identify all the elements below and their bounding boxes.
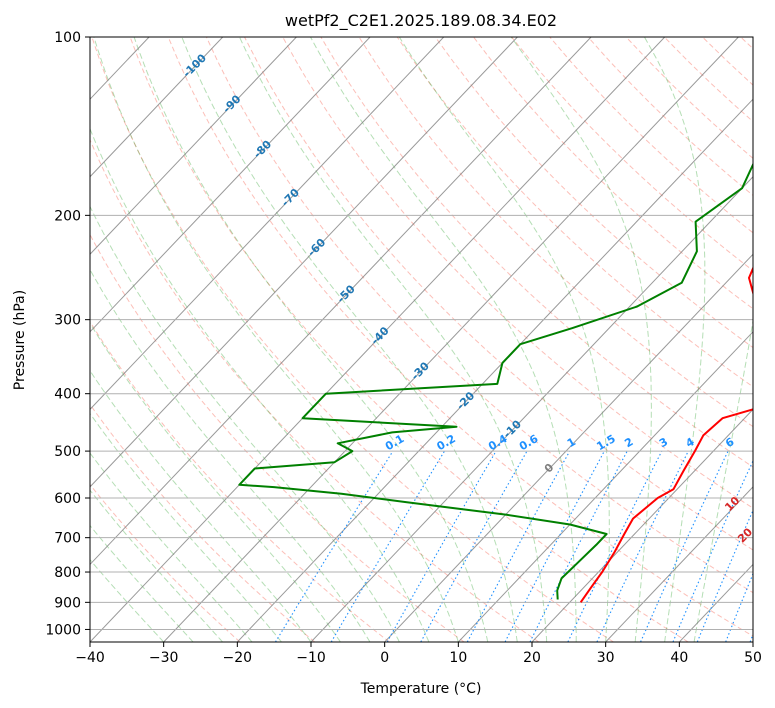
x-tick-label: −30 (149, 650, 179, 666)
isotherm-line (236, 98, 753, 642)
x-tick-label: 50 (744, 650, 762, 666)
isotherm-line (605, 486, 753, 642)
y-tick-label: 200 (54, 208, 81, 224)
y-tick-label: 300 (54, 313, 81, 329)
moist-adiabat-line (239, 37, 548, 642)
moist-adiabat-line (510, 37, 652, 642)
mixing-ratio-label: 8 (753, 435, 766, 450)
y-tick-label: 800 (54, 565, 81, 581)
isotherm-line (90, 37, 224, 178)
isotherm-line (90, 37, 518, 488)
dry-adiabat-line (91, 37, 614, 642)
moist-adiabat-line (643, 37, 706, 642)
isotherm-line (90, 37, 445, 411)
dewpoint-profile-line (238, 162, 753, 600)
x-tick-label: 40 (670, 650, 688, 666)
y-axis: 100 200 300 400 500 600 700 800 900 1000 (45, 30, 90, 638)
dry-adiabat-line (282, 37, 753, 509)
moist-adiabat-line (90, 558, 165, 642)
isotherm-line (310, 176, 753, 642)
y-axis-label: Pressure (hPa) (12, 290, 28, 390)
moist-adiabat-line (90, 489, 223, 642)
moist-adiabat-line (310, 37, 577, 642)
x-tick-label: 0 (380, 650, 389, 666)
x-tick-label: −20 (223, 650, 253, 666)
chart-title: wetPf2_C2E1.2025.189.08.34.E02 (285, 11, 557, 31)
mixing-ratio-line (725, 572, 753, 642)
y-tick-label: 100 (54, 30, 81, 46)
isotherm-line (90, 37, 666, 642)
mixing-ratio-line (749, 632, 753, 642)
mixing-ratio-line (275, 450, 394, 642)
y-tick-label: 900 (54, 595, 81, 611)
x-tick-label: 30 (597, 650, 615, 666)
dry-adiabat-line (167, 37, 753, 637)
isotherm-line (0, 37, 2, 642)
dry-adiabat-line (320, 37, 753, 468)
mixing-ratio-line (672, 459, 753, 642)
isotherm-line (163, 37, 739, 642)
moist-adiabat-line (693, 317, 753, 642)
x-axis-label: Temperature (°C) (360, 681, 482, 697)
dry-adiabat-line (396, 37, 753, 388)
y-tick-label: 700 (54, 531, 81, 547)
mixing-ratio-line (696, 509, 753, 642)
y-tick-label: 600 (54, 491, 81, 507)
dry-adiabat-line (90, 138, 540, 642)
isotherm-line (457, 331, 753, 642)
moist-adiabat-line (90, 268, 371, 642)
mixing-ratio-line (567, 450, 663, 642)
x-axis: −40 −30 −20 −10 0 10 20 30 40 50 (75, 642, 762, 666)
mixing-ratio-line (466, 450, 571, 642)
moist-adiabat-line (90, 322, 341, 642)
moist-adiabat-line (93, 37, 459, 642)
dry-adiabat-line (358, 37, 753, 428)
isotherm-line (90, 37, 297, 256)
pressure-grid (90, 37, 753, 630)
isotherm-line (531, 408, 753, 642)
moist-adiabat-line (398, 37, 610, 642)
dry-adiabat-line (244, 37, 753, 551)
x-tick-label: 10 (449, 650, 467, 666)
y-tick-label: 500 (54, 444, 81, 460)
isotherm-line (384, 253, 753, 642)
moist-adiabat-line (90, 524, 194, 642)
moist-adiabat-line (90, 205, 400, 642)
dry-adiabat-line (90, 403, 316, 642)
isotherm-line (752, 641, 753, 642)
dry-adiabat-line (205, 37, 753, 594)
mixing-ratio-line (529, 450, 628, 642)
moist-adiabat-line (181, 37, 518, 642)
dry-adiabat-line (90, 320, 390, 642)
plot-frame (89, 36, 754, 643)
y-tick-label: 1000 (45, 622, 81, 638)
mixing-ratio-label: 10 (772, 433, 775, 452)
dry-adiabat-line (473, 37, 753, 310)
moist-adiabat-line (90, 127, 430, 642)
temperature-profile-line (579, 265, 753, 603)
y-tick-label: 400 (54, 387, 81, 403)
x-tick-label: −40 (75, 650, 105, 666)
x-tick-label: 20 (523, 650, 541, 666)
x-tick-label: −10 (296, 650, 326, 666)
mixing-ratio-line (420, 450, 528, 642)
moist-adiabat-label: 40 (767, 583, 775, 603)
isotherm-line (90, 37, 371, 333)
moist-adiabat-label: 30 (751, 553, 771, 573)
dry-adiabat-line (129, 37, 689, 642)
series-lines (238, 162, 753, 603)
isotherm-line (90, 37, 592, 566)
moist-adiabat-line (133, 37, 489, 642)
